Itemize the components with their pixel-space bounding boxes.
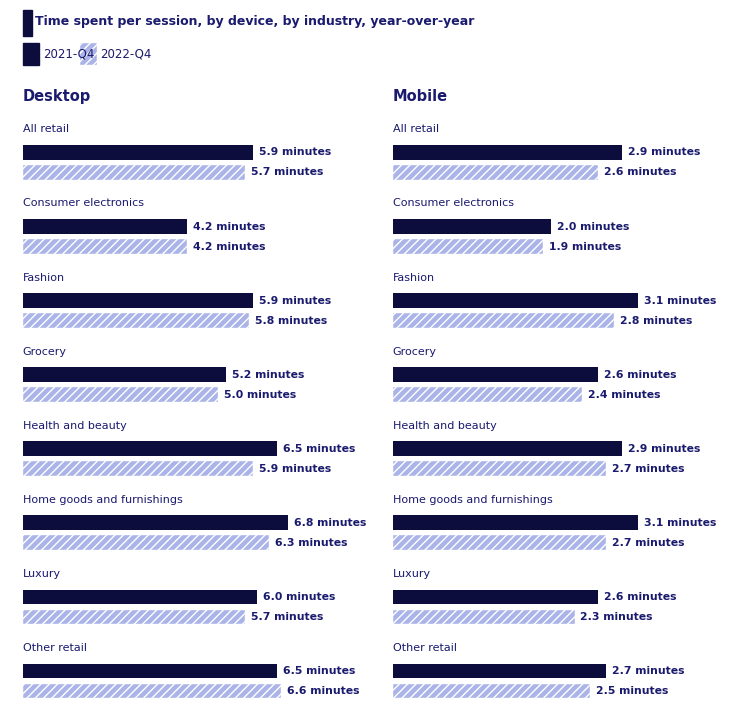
Text: Health and beauty: Health and beauty bbox=[23, 421, 126, 430]
Bar bbox=[393, 239, 543, 254]
Bar bbox=[23, 219, 186, 234]
Text: Luxury: Luxury bbox=[393, 569, 430, 579]
Text: 6.8 minutes: 6.8 minutes bbox=[294, 518, 367, 528]
Text: 5.2 minutes: 5.2 minutes bbox=[232, 370, 304, 379]
Text: 2.6 minutes: 2.6 minutes bbox=[604, 592, 676, 602]
Bar bbox=[393, 387, 582, 402]
Text: 2.7 minutes: 2.7 minutes bbox=[612, 464, 685, 474]
Bar bbox=[393, 145, 622, 160]
Bar bbox=[23, 663, 276, 678]
Text: 6.6 minutes: 6.6 minutes bbox=[287, 686, 359, 696]
Text: 2022-Q4: 2022-Q4 bbox=[100, 47, 152, 60]
Bar bbox=[23, 10, 32, 35]
Text: 2.7 minutes: 2.7 minutes bbox=[612, 538, 685, 548]
Text: Grocery: Grocery bbox=[23, 347, 66, 357]
Bar bbox=[23, 610, 245, 624]
Bar bbox=[23, 367, 226, 382]
Text: 6.0 minutes: 6.0 minutes bbox=[263, 592, 335, 602]
Text: 2.6 minutes: 2.6 minutes bbox=[604, 168, 676, 178]
Text: Fashion: Fashion bbox=[393, 273, 435, 282]
Bar bbox=[23, 387, 218, 402]
Text: Luxury: Luxury bbox=[23, 569, 60, 579]
Text: 2.3 minutes: 2.3 minutes bbox=[581, 612, 653, 622]
Text: Time spent per session, by device, by industry, year-over-year: Time spent per session, by device, by in… bbox=[35, 15, 475, 28]
Bar bbox=[393, 535, 606, 550]
Text: 2.7 minutes: 2.7 minutes bbox=[612, 666, 685, 676]
Bar bbox=[393, 293, 638, 308]
Text: All retail: All retail bbox=[393, 125, 439, 135]
Text: 2021-Q4: 2021-Q4 bbox=[43, 47, 94, 60]
Text: Consumer electronics: Consumer electronics bbox=[23, 198, 143, 208]
Text: Other retail: Other retail bbox=[393, 643, 457, 653]
Bar bbox=[80, 43, 97, 64]
Bar bbox=[23, 441, 276, 456]
Text: 3.1 minutes: 3.1 minutes bbox=[644, 296, 716, 306]
Bar bbox=[23, 535, 269, 550]
Text: 2.5 minutes: 2.5 minutes bbox=[596, 686, 669, 696]
Text: Home goods and furnishings: Home goods and furnishings bbox=[23, 495, 183, 505]
Bar bbox=[23, 462, 253, 476]
Bar bbox=[23, 43, 39, 64]
Text: 2.6 minutes: 2.6 minutes bbox=[604, 370, 676, 379]
Text: 2.0 minutes: 2.0 minutes bbox=[556, 222, 629, 232]
Text: Desktop: Desktop bbox=[23, 89, 91, 104]
Bar bbox=[393, 313, 614, 328]
Text: 2.4 minutes: 2.4 minutes bbox=[588, 389, 661, 400]
Text: Home goods and furnishings: Home goods and furnishings bbox=[393, 495, 553, 505]
Text: Other retail: Other retail bbox=[23, 643, 87, 653]
Text: 5.0 minutes: 5.0 minutes bbox=[224, 389, 296, 400]
Bar bbox=[23, 165, 245, 180]
Text: Consumer electronics: Consumer electronics bbox=[393, 198, 513, 208]
Bar bbox=[393, 165, 598, 180]
Bar bbox=[393, 441, 622, 456]
Text: 5.9 minutes: 5.9 minutes bbox=[259, 147, 331, 157]
Text: 5.9 minutes: 5.9 minutes bbox=[259, 296, 331, 306]
Text: 3.1 minutes: 3.1 minutes bbox=[644, 518, 716, 528]
Bar bbox=[23, 145, 253, 160]
Bar bbox=[393, 367, 598, 382]
Text: 2.8 minutes: 2.8 minutes bbox=[620, 316, 692, 326]
Bar bbox=[393, 515, 638, 530]
Text: Mobile: Mobile bbox=[393, 89, 448, 104]
Text: 1.9 minutes: 1.9 minutes bbox=[549, 241, 621, 251]
Bar bbox=[23, 684, 281, 698]
Bar bbox=[393, 684, 590, 698]
Bar bbox=[23, 515, 288, 530]
Text: 2.9 minutes: 2.9 minutes bbox=[628, 444, 701, 454]
Bar bbox=[23, 293, 253, 308]
Text: 2.9 minutes: 2.9 minutes bbox=[628, 147, 701, 157]
Bar bbox=[393, 663, 606, 678]
Text: 5.9 minutes: 5.9 minutes bbox=[259, 464, 331, 474]
Bar bbox=[393, 462, 606, 476]
Text: 4.2 minutes: 4.2 minutes bbox=[193, 222, 265, 232]
Bar bbox=[23, 313, 249, 328]
Text: 6.5 minutes: 6.5 minutes bbox=[282, 444, 355, 454]
Bar bbox=[23, 590, 257, 604]
Text: Health and beauty: Health and beauty bbox=[393, 421, 496, 430]
Text: 5.7 minutes: 5.7 minutes bbox=[251, 168, 324, 178]
Bar bbox=[393, 590, 598, 604]
Text: All retail: All retail bbox=[23, 125, 69, 135]
Bar bbox=[23, 239, 186, 254]
Text: 5.7 minutes: 5.7 minutes bbox=[251, 612, 324, 622]
Text: 5.8 minutes: 5.8 minutes bbox=[255, 316, 328, 326]
Bar bbox=[393, 219, 551, 234]
Text: 4.2 minutes: 4.2 minutes bbox=[193, 241, 265, 251]
Bar bbox=[80, 43, 97, 64]
Text: Grocery: Grocery bbox=[393, 347, 436, 357]
Text: 6.3 minutes: 6.3 minutes bbox=[275, 538, 347, 548]
Bar bbox=[393, 610, 575, 624]
Text: 6.5 minutes: 6.5 minutes bbox=[282, 666, 355, 676]
Text: Fashion: Fashion bbox=[23, 273, 65, 282]
